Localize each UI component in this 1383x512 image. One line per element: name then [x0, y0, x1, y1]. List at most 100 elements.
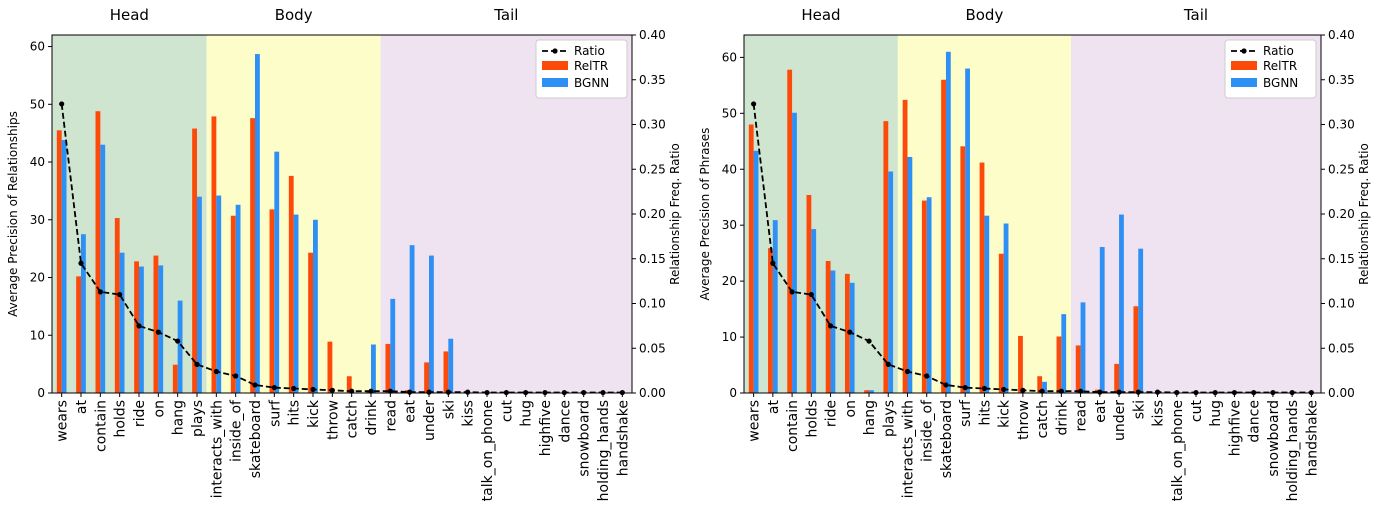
bar-bgnn-hits	[293, 214, 299, 393]
bar-bgnn-holds	[119, 252, 125, 393]
ratio-point-interacts_with	[904, 368, 911, 375]
ratio-point-hang	[175, 338, 181, 344]
x-tick-label-surf: surf	[958, 399, 974, 427]
ratio-point-inside_of	[924, 373, 930, 379]
y-tick-label: 20	[30, 271, 45, 285]
ratio-point-inside_of	[233, 373, 239, 379]
bar-reltr-hang	[172, 364, 178, 393]
bar-bgnn-read	[390, 298, 396, 393]
x-tick-label-catch: catch	[1035, 400, 1051, 438]
x-tick-label-cut: cut	[1189, 399, 1205, 422]
x-tick-label-contain: contain	[93, 400, 109, 452]
x-tick-label-on: on	[843, 400, 859, 417]
bar-bgnn-holds	[811, 229, 817, 393]
ratio-point-surf	[271, 385, 277, 391]
x-tick-label-highfive: highfive	[538, 400, 554, 456]
legend-label-bgnn: BGNN	[1263, 76, 1298, 90]
y2-tick-label: 0.20	[1328, 207, 1355, 221]
bar-reltr-under	[1114, 363, 1120, 393]
bar-bgnn-read	[1080, 302, 1086, 393]
bar-bgnn-at	[81, 234, 86, 393]
ratio-point-wears	[751, 101, 757, 107]
x-tick-label-contain: contain	[785, 400, 801, 452]
ratio-point-hang	[866, 338, 872, 344]
bar-reltr-hits	[288, 175, 294, 393]
x-tick-label-hits: hits	[977, 400, 993, 426]
bar-reltr-read	[1075, 345, 1081, 393]
region-label-tail: Tail	[493, 6, 518, 24]
bar-reltr-read	[385, 343, 391, 393]
x-tick-label-snowboard: snowboard	[577, 400, 593, 477]
bar-bgnn-interacts_with	[216, 195, 222, 393]
bar-bgnn-kick	[1003, 223, 1009, 393]
x-tick-label-holds: holds	[113, 400, 129, 438]
y-tick-label: 60	[30, 40, 45, 54]
bar-bgnn-contain	[100, 144, 106, 393]
ratio-point-hits	[981, 385, 988, 392]
y2-tick-label: 0.35	[1328, 73, 1355, 87]
bar-reltr-skateboard	[250, 118, 255, 394]
ratio-point-throw	[329, 387, 335, 393]
bar-reltr-hits	[979, 162, 985, 393]
x-tick-label-handshake: handshake	[1304, 400, 1320, 476]
bar-bgnn-hang	[869, 390, 874, 393]
x-tick-label-interacts_with: interacts_with	[900, 400, 916, 498]
y2-tick-label: 0.05	[1328, 341, 1355, 355]
y-tick-label: 60	[722, 50, 737, 64]
y-tick-label: 50	[722, 106, 737, 120]
bar-reltr-ski	[1133, 306, 1139, 393]
x-tick-label-eat: eat	[403, 399, 419, 422]
x-tick-label-drink: drink	[1054, 399, 1070, 435]
bar-bgnn-eat	[409, 245, 415, 393]
bar-reltr-surf	[960, 146, 966, 393]
ratio-point-kick	[1001, 386, 1007, 393]
ratio-point-ride	[827, 323, 834, 329]
bar-bgnn-interacts_with	[907, 156, 913, 393]
bar-bgnn-skateboard	[255, 54, 260, 393]
x-tick-label-drink: drink	[364, 399, 380, 435]
bar-reltr-surf	[269, 209, 275, 393]
y2-tick-label: 0.30	[639, 118, 666, 132]
x-tick-label-cut: cut	[499, 399, 515, 422]
x-tick-label-kiss: kiss	[1151, 400, 1167, 427]
x-tick-label-snowboard: snowboard	[1266, 400, 1282, 477]
bar-bgnn-ride	[139, 266, 144, 393]
y-tick-label: 50	[30, 97, 45, 111]
x-tick-label-under: under	[422, 400, 438, 441]
x-tick-label-on: on	[151, 400, 167, 417]
x-tick-label-eat: eat	[1093, 399, 1109, 422]
y2-tick-label: 0.25	[639, 162, 666, 176]
x-tick-label-skateboard: skateboard	[248, 400, 264, 478]
legend-swatch-reltr	[1231, 61, 1257, 70]
y-tick-label: 10	[722, 330, 737, 344]
y-tick-label: 0	[729, 386, 737, 400]
y2-axis-title: Relationship Freq. Ratio	[668, 143, 682, 285]
ratio-point-on	[847, 329, 853, 335]
bar-reltr-kick	[308, 252, 313, 393]
x-tick-label-handshake: handshake	[615, 400, 631, 476]
bar-bgnn-plays	[197, 196, 202, 393]
bar-reltr-ski	[443, 351, 449, 393]
y2-tick-label: 0.15	[1328, 252, 1355, 266]
y-axis-title: Average Precision of Relationships	[6, 111, 20, 317]
x-tick-label-holds: holds	[804, 400, 820, 438]
bar-reltr-plays	[883, 121, 889, 394]
x-tick-label-ski: ski	[441, 400, 457, 419]
y2-tick-label: 0.10	[639, 297, 666, 311]
x-tick-label-wears: wears	[747, 400, 763, 442]
legend-label-reltr: RelTR	[574, 59, 608, 73]
bar-reltr-kick	[998, 253, 1004, 393]
y2-tick-label: 0.40	[639, 28, 666, 42]
region-label-body: Body	[275, 6, 313, 24]
bar-bgnn-wears	[753, 150, 759, 393]
bar-bgnn-kick	[313, 219, 318, 393]
x-tick-label-throw: throw	[325, 400, 341, 440]
x-tick-label-ride: ride	[132, 400, 148, 427]
ratio-point-contain	[789, 289, 795, 295]
x-tick-label-throw: throw	[1016, 400, 1032, 440]
y2-tick-label: 0.20	[639, 207, 666, 221]
bar-reltr-interacts_with	[211, 116, 217, 393]
bar-reltr-wears	[56, 130, 62, 393]
bar-bgnn-eat	[1099, 247, 1105, 393]
